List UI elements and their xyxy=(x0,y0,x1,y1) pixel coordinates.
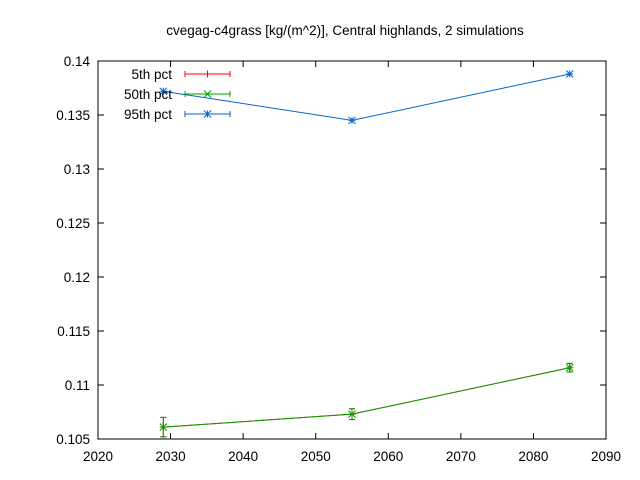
x-tick-label: 2050 xyxy=(301,449,331,464)
y-tick-label: 0.13 xyxy=(64,162,90,177)
legend: 5th pct 50th pct 95th pct xyxy=(124,67,231,122)
y-tick-label: 0.11 xyxy=(65,378,90,393)
x-tick-label: 2070 xyxy=(446,449,476,464)
legend-label: 5th pct xyxy=(131,67,172,82)
data-point xyxy=(159,87,168,96)
series-layer xyxy=(159,70,574,438)
series-line xyxy=(163,73,570,121)
y-tick-label: 0.115 xyxy=(57,324,90,339)
y-tick-label: 0.135 xyxy=(56,108,90,123)
x-tick-label: 2090 xyxy=(591,449,621,464)
x-tick-label: 2020 xyxy=(83,449,113,464)
legend-marker xyxy=(203,90,212,98)
y-tick-label: 0.105 xyxy=(56,432,90,447)
chart-title: cvegag-c4grass [kg/(m^2)], Central highl… xyxy=(166,23,524,38)
x-tick-label: 2060 xyxy=(373,449,403,464)
legend-label: 95th pct xyxy=(124,107,172,122)
data-point xyxy=(348,410,356,419)
x-tick-label: 2030 xyxy=(156,449,186,464)
series-line xyxy=(163,367,570,428)
plot-frame xyxy=(97,60,607,440)
series-1 xyxy=(159,362,574,438)
legend-label: 50th pct xyxy=(124,87,172,102)
y-tick-label: 0.125 xyxy=(56,216,90,231)
series-line xyxy=(163,367,570,428)
x-axis: 2020 2030 2040 2050 2060 2070 2080 2090 xyxy=(83,61,621,464)
y-axis: 0.105 0.11 0.115 0.12 0.125 0.13 0.135 0.14 xyxy=(56,54,606,447)
y-tick-label: 0.12 xyxy=(64,270,90,285)
legend-marker xyxy=(203,110,212,118)
series-3 xyxy=(159,70,574,125)
y-tick-label: 0.14 xyxy=(64,54,91,69)
data-point xyxy=(565,363,574,372)
data-point xyxy=(565,70,574,78)
x-tick-label: 2040 xyxy=(228,449,258,464)
series-2 xyxy=(159,362,574,438)
data-point xyxy=(348,116,356,125)
plot-area xyxy=(97,60,607,440)
data-point xyxy=(159,423,168,431)
x-tick-label: 2080 xyxy=(518,449,548,464)
